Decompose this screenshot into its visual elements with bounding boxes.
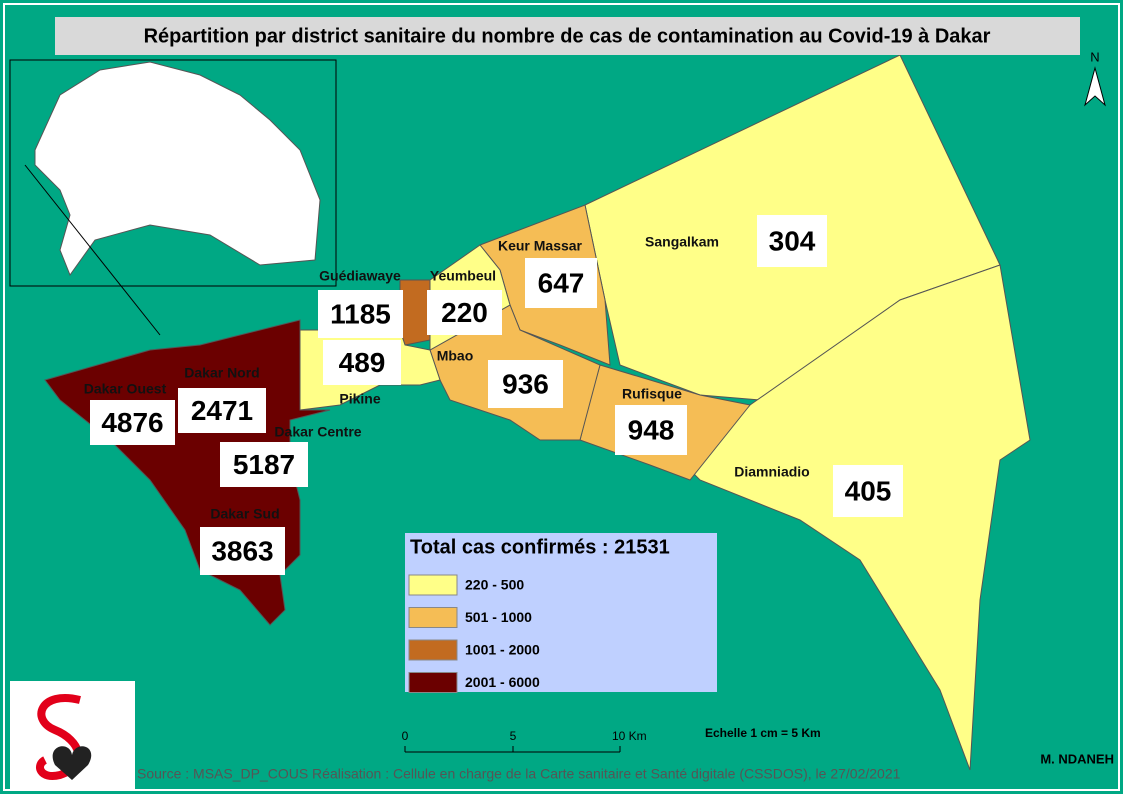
frame [3,3,1120,791]
district-name: Dakar Ouest [84,381,167,397]
district-value: 948 [628,414,675,445]
district-name: Rufisque [622,386,682,402]
district-name: Dakar Sud [210,506,279,522]
value-box [525,258,597,308]
scale-label: 5 [510,729,517,743]
district-name: Dakar Nord [184,365,259,381]
legend-label: 2001 - 6000 [465,674,540,690]
north-symbol [1084,66,1106,107]
district-value: 4876 [101,407,163,438]
district-value: 1185 [330,298,391,329]
inset-senegal [34,61,321,277]
value-box [615,405,687,455]
inset-arrow [24,164,161,336]
legend-label: 220 - 500 [465,577,524,593]
district-value: 936 [502,368,549,399]
scale-bar: 0 5 10 Km Echelle 1 cm = 5 Km [402,726,821,753]
district-name: Pikine [339,391,380,407]
scale-label: 10 Km [612,729,647,743]
logo-heart [52,746,92,780]
district-name: Diamniadio [734,464,809,480]
value-box [757,215,827,267]
value-box [178,388,266,433]
legend-label: 501 - 1000 [465,609,532,625]
value-box [323,340,401,385]
north-label: N [1090,49,1099,64]
author: M. NDANEH [1040,751,1114,766]
logo [10,681,135,789]
district-value: 489 [339,347,386,378]
title-box [55,17,1080,55]
district-name: Mbao [437,348,474,364]
legend-swatch [408,639,458,661]
scale-note: Echelle 1 cm = 5 Km [705,726,821,740]
value-box [833,465,903,517]
value-box [318,290,403,338]
district-name: Keur Massar [498,238,583,254]
value-box [220,442,308,487]
logo-s [36,694,83,780]
north-arrow: N [1084,49,1106,107]
scale-label: 0 [402,729,409,743]
map-title: Répartition par district sanitaire du no… [144,25,991,47]
district-value: 220 [441,297,488,328]
legend-swatch [408,607,458,628]
district-name: Guédiawaye [319,268,401,284]
district-labels: 4876 Dakar Ouest 2471 Dakar Nord 5187 Dakar C… [84,215,903,575]
value-box [200,527,285,575]
legend-title: Total cas confirmés : 21531 [410,536,670,558]
guediawaye-shape [399,279,431,346]
legend-label: 1001 - 2000 [465,642,540,658]
district-value: 2471 [191,395,253,426]
value-box [427,290,502,335]
value-box [90,400,175,445]
district-value: 3863 [211,535,273,566]
value-box [488,360,563,408]
district-value: 405 [845,475,892,506]
district-name: Yeumbeul [430,268,496,284]
district-name: Dakar Centre [274,424,361,440]
source: Source : MSAS_DP_COUS Réalisation : Cell… [137,766,901,782]
district-value: 5187 [233,449,295,480]
district-value: 304 [769,225,816,256]
district-value: 647 [538,267,585,298]
legend-swatch [408,672,458,693]
district-name: Sangalkam [645,234,719,250]
legend-swatch [408,574,458,596]
